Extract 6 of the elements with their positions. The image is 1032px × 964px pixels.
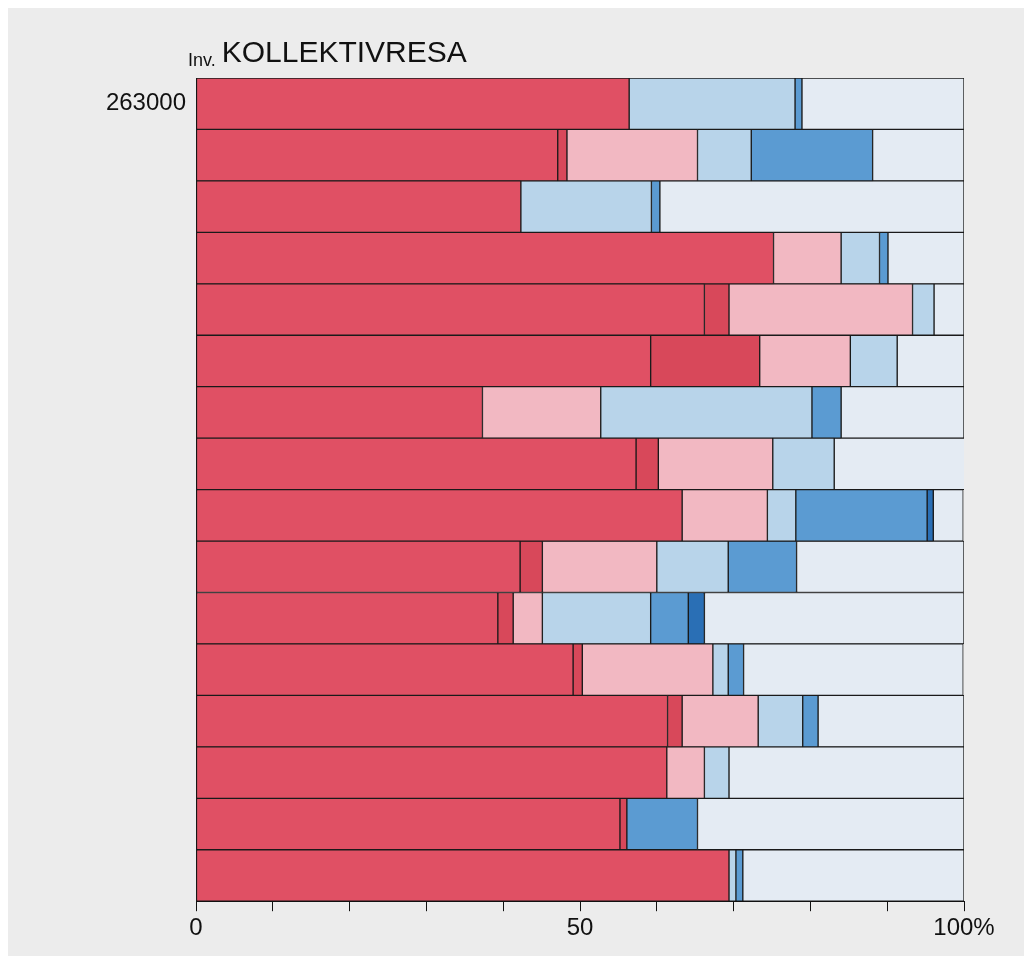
- x-tick-label: 100%: [933, 913, 995, 941]
- text: 263000: [105, 88, 186, 116]
- y-axis-title: Inv.: [188, 50, 216, 70]
- x-tick-label: 0: [189, 913, 203, 941]
- chart-title: KOLLEKTIVRESA: [221, 35, 467, 68]
- x-tick-label: 50: [566, 913, 594, 941]
